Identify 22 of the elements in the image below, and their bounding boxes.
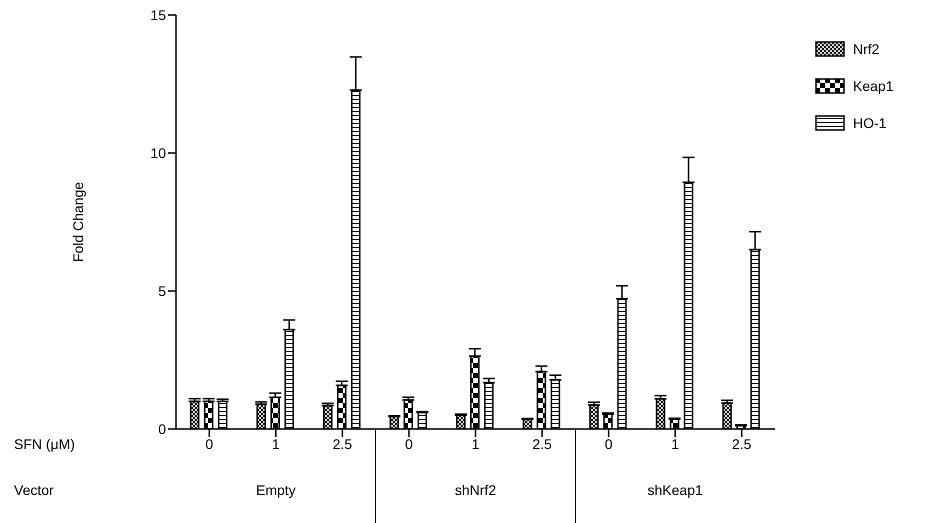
x-tick-label: 0 — [405, 436, 414, 452]
y-tick-label: 15 — [150, 6, 166, 23]
y-tick-label: 10 — [150, 144, 166, 161]
x-tick-label: 2.5 — [732, 436, 752, 452]
legend-label: Keap1 — [853, 78, 894, 94]
y-axis-title: Fold Change — [70, 182, 86, 262]
y-tick-label: 0 — [158, 420, 166, 437]
legend-label: Nrf2 — [853, 40, 880, 56]
text: Empty — [254, 482, 297, 498]
x-tick-label: 1 — [272, 436, 280, 452]
text: shKeap1 — [646, 482, 704, 498]
legend-label: HO-1 — [853, 114, 886, 130]
x-tick-label: 2.5 — [532, 436, 552, 452]
text: shNrf2 — [454, 482, 498, 498]
text: Vector — [14, 482, 54, 498]
x-tick-label: 1 — [671, 436, 680, 452]
y-tick-label: 5 — [158, 282, 166, 299]
x-tick-label: 2.5 — [332, 436, 352, 452]
x-tick-label: 0 — [604, 436, 613, 452]
x-tick-label: 1 — [472, 436, 480, 452]
text: SFN (μM) — [14, 436, 75, 452]
x-tick-label: 0 — [205, 436, 214, 452]
